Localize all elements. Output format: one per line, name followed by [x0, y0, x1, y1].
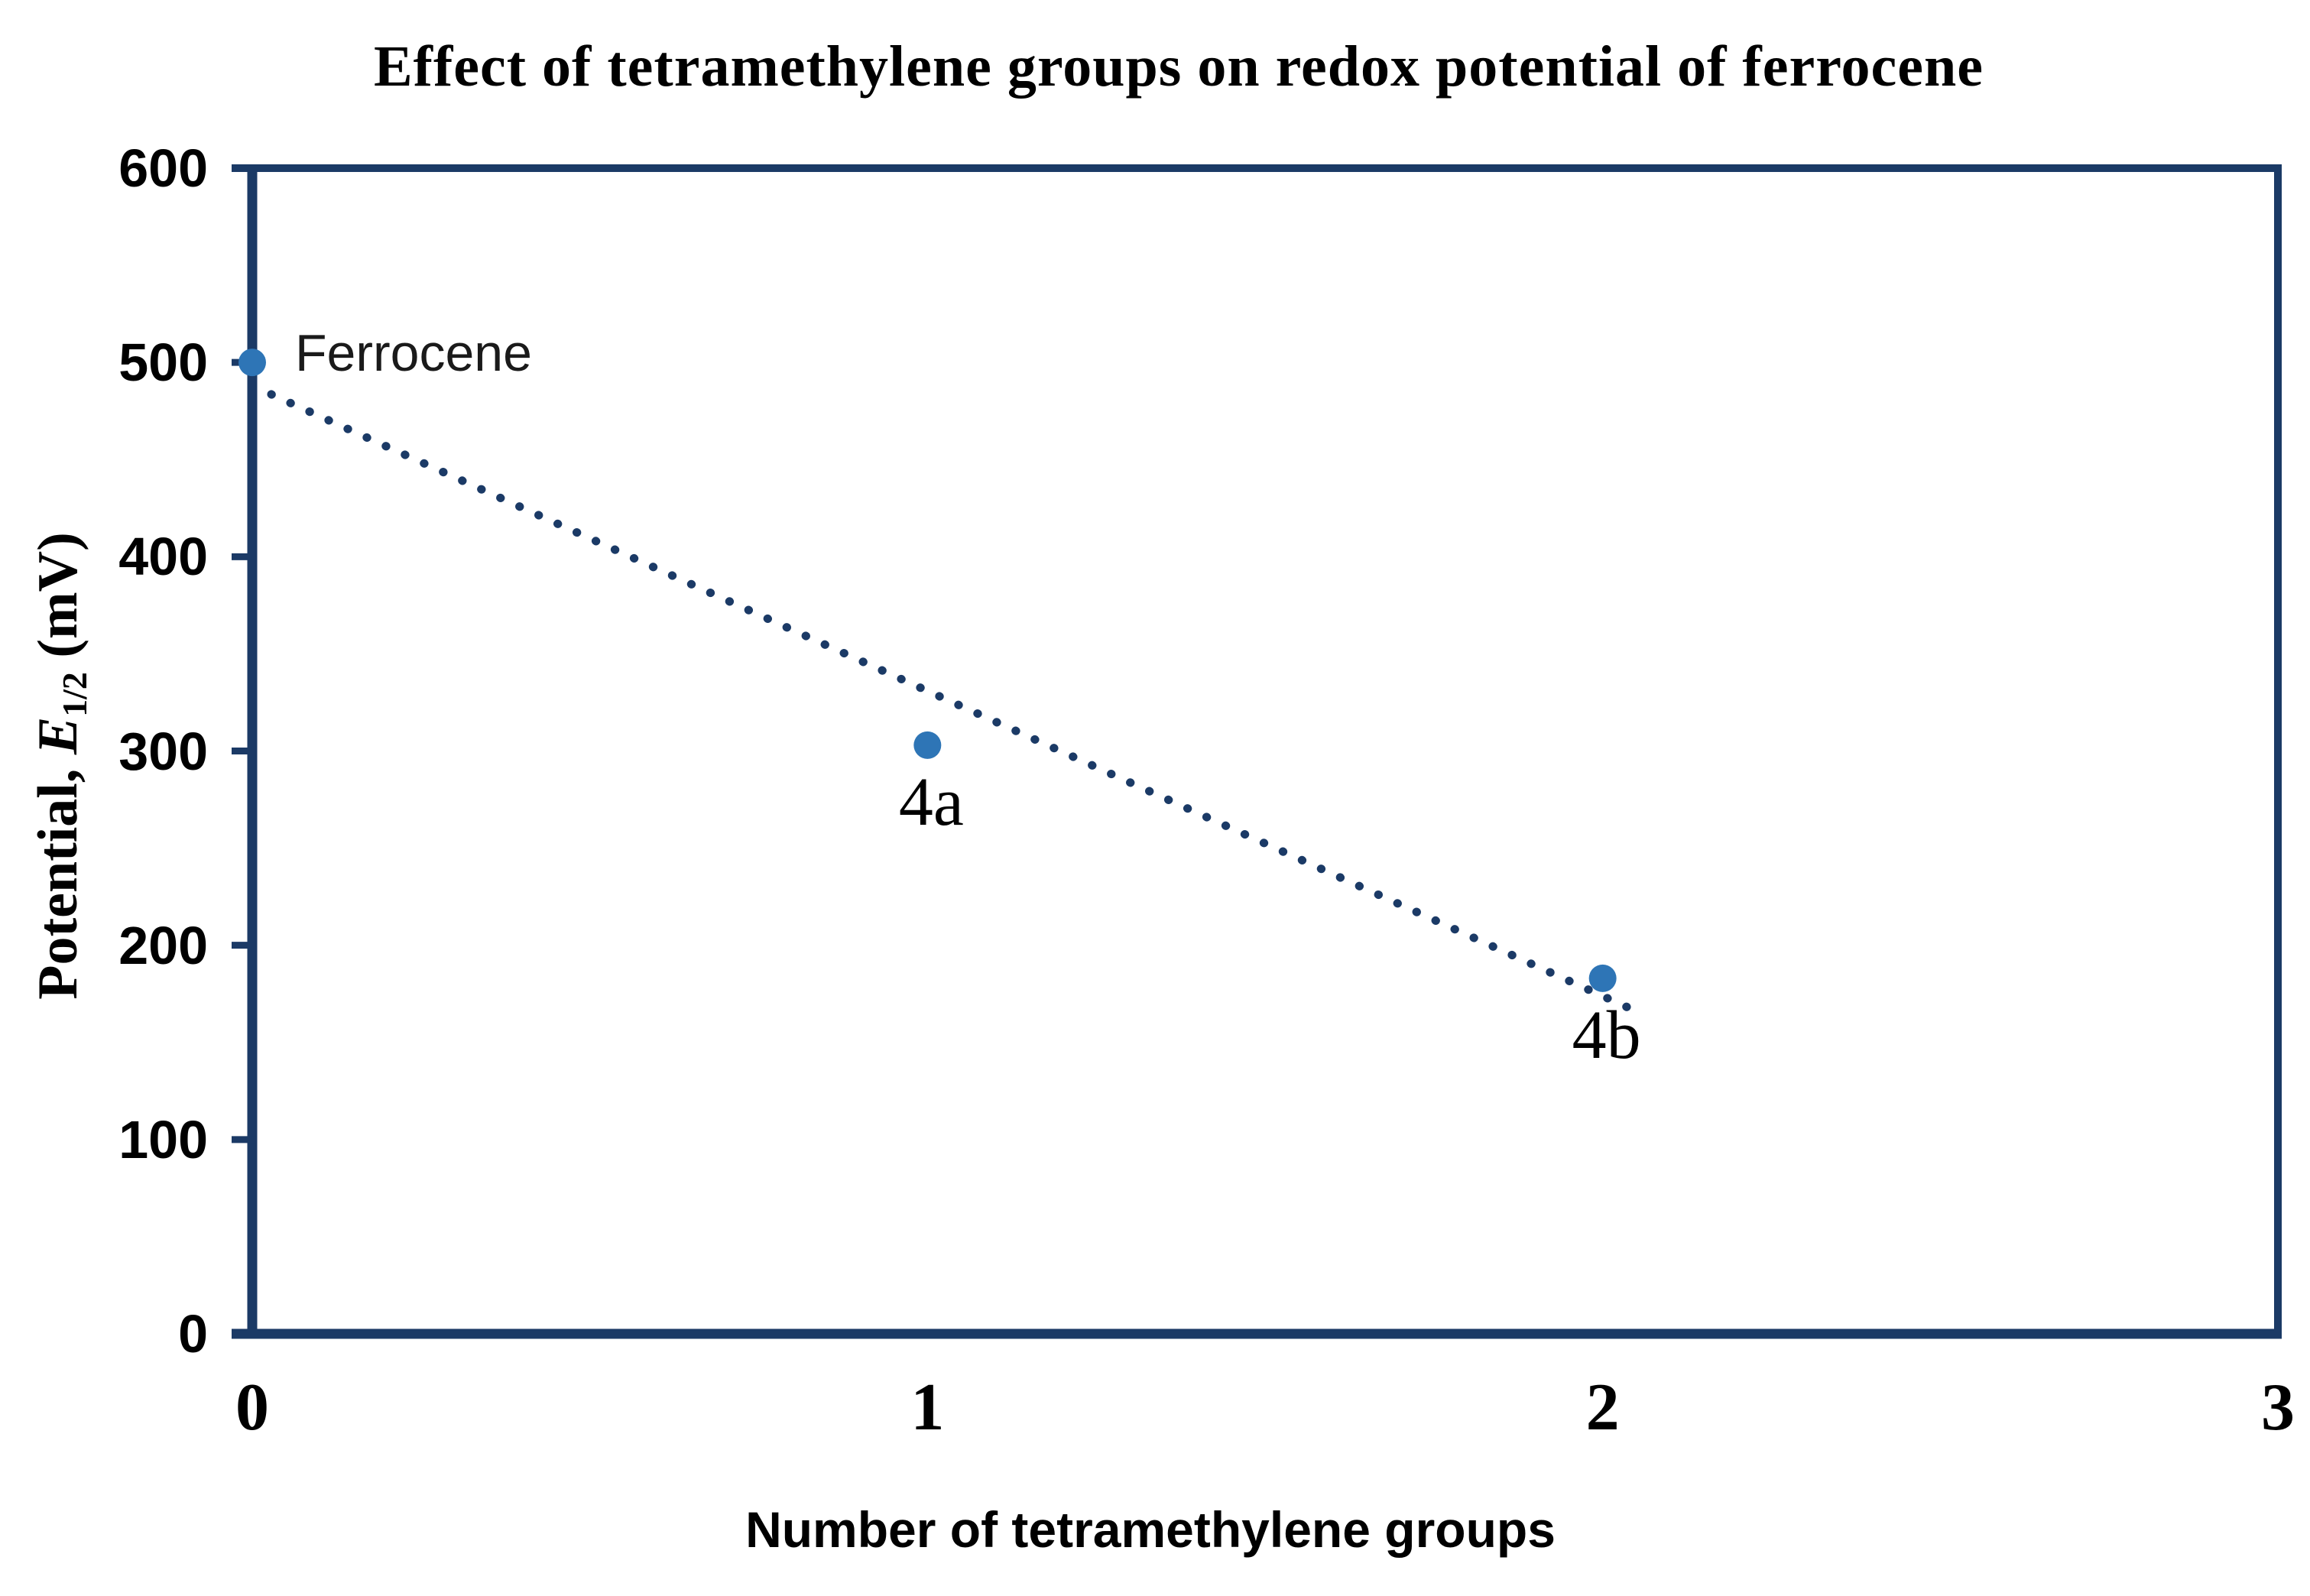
data-point-4b	[1588, 964, 1617, 992]
trendline	[248, 381, 1641, 1016]
y-tick-label-600: 600	[118, 138, 208, 198]
data-point-ferrocene	[238, 349, 266, 377]
data-point-label-ferrocene: Ferrocene	[295, 324, 532, 383]
data-point-label-4b: 4b	[1572, 997, 1641, 1073]
x-tick-label-1: 1	[910, 1371, 945, 1445]
y-tick-label-500: 500	[118, 332, 208, 393]
y-tick-label-100: 100	[118, 1109, 208, 1169]
y-tick-label-200: 200	[118, 915, 208, 975]
x-tick-label-0: 0	[235, 1371, 269, 1445]
y-tick-label-300: 300	[118, 721, 208, 781]
data-point-label-4a: 4a	[898, 764, 964, 840]
chart-title: Effect of tetramethylene groups on redox…	[373, 34, 1984, 99]
data-point-4a	[913, 731, 942, 759]
x-tick-label-3: 3	[2261, 1371, 2295, 1445]
x-tick-label-2: 2	[1585, 1371, 1620, 1445]
y-tick-label-0: 0	[178, 1304, 208, 1364]
y-tick-label-400: 400	[118, 527, 208, 587]
x-axis-title: Number of tetramethylene groups	[745, 1501, 1556, 1558]
